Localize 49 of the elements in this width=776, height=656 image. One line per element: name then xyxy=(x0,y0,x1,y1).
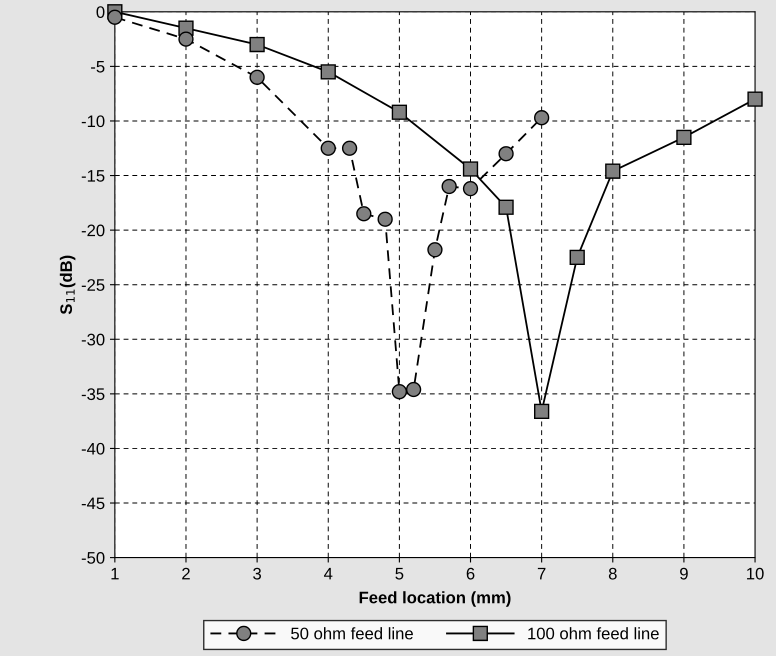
x-axis-title: Feed location (mm) xyxy=(360,591,511,607)
point xyxy=(249,70,265,85)
point xyxy=(320,140,336,156)
point xyxy=(249,36,265,52)
point xyxy=(534,110,550,126)
point xyxy=(392,384,408,400)
x-tick-label: 10 xyxy=(747,568,764,580)
point xyxy=(178,31,194,47)
point xyxy=(320,64,336,80)
point xyxy=(462,161,478,177)
point xyxy=(570,250,585,266)
point xyxy=(747,91,763,107)
y-tick-label: -40 xyxy=(82,442,104,455)
y-axis-title: S$_{11}$(dB) xyxy=(60,256,76,314)
point xyxy=(442,178,457,194)
y-tick-label: -30 xyxy=(82,334,104,346)
point xyxy=(342,140,358,156)
point xyxy=(427,242,443,258)
y-tick-label: -50 xyxy=(82,552,104,564)
y-tick-label: -5 xyxy=(91,60,104,73)
x-tick-label: 1 xyxy=(111,568,119,580)
point xyxy=(356,206,372,222)
y-tick-label: -15 xyxy=(82,170,104,182)
point xyxy=(406,382,422,398)
x-tick-label: 4 xyxy=(324,568,332,580)
point xyxy=(605,164,620,179)
legend-label: 100 ohm feed line xyxy=(528,627,659,640)
point xyxy=(462,181,478,196)
y-tick-label: -45 xyxy=(82,498,104,510)
x-tick-label: 5 xyxy=(395,568,404,580)
point xyxy=(498,200,514,215)
point xyxy=(378,212,393,227)
y-tick-label: 0 xyxy=(96,6,104,18)
x-tick-label: 6 xyxy=(466,568,474,580)
x-tick-label: 8 xyxy=(608,568,617,580)
x-tick-label: 2 xyxy=(182,568,190,580)
legend-label: 50 ohm feed line xyxy=(291,627,413,640)
y-tick-label: -10 xyxy=(82,115,104,128)
y-tick-label: -35 xyxy=(82,388,104,400)
y-tick-label: -20 xyxy=(82,224,104,236)
x-tick-label: 9 xyxy=(680,568,688,580)
point xyxy=(676,130,692,145)
point xyxy=(534,404,550,419)
y-tick-label: -25 xyxy=(82,279,104,291)
x-tick-label: 3 xyxy=(253,568,262,580)
x-tick-label: 7 xyxy=(538,568,546,580)
point xyxy=(107,10,122,25)
point xyxy=(392,104,408,120)
point xyxy=(498,146,514,162)
